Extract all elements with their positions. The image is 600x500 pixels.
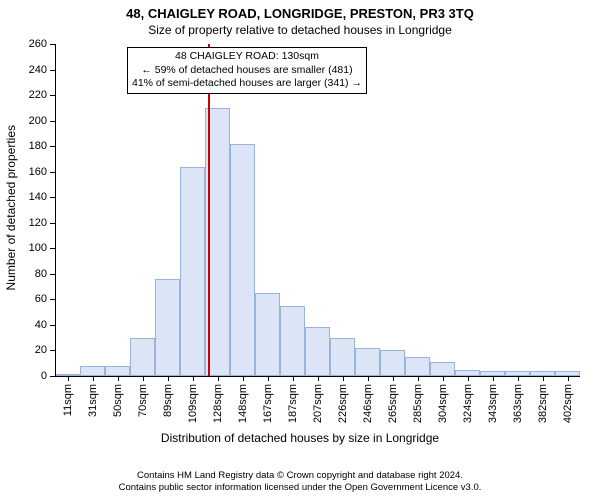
y-tick xyxy=(50,197,55,198)
x-tick xyxy=(143,376,144,381)
x-tick xyxy=(393,376,394,381)
x-tick xyxy=(93,376,94,381)
y-tick-label: 180 xyxy=(0,140,47,152)
x-tick-label: 109sqm xyxy=(187,384,199,423)
x-tick xyxy=(268,376,269,381)
y-tick xyxy=(50,325,55,326)
y-tick-label: 260 xyxy=(0,38,47,50)
x-axis-label: Distribution of detached houses by size … xyxy=(0,431,600,445)
x-tick-label: 31sqm xyxy=(87,384,99,417)
x-tick-label: 89sqm xyxy=(162,384,174,417)
x-tick-label: 128sqm xyxy=(212,384,224,423)
annotation-box: 48 CHAIGLEY ROAD: 130sqm← 59% of detache… xyxy=(127,47,367,94)
y-tick-label: 140 xyxy=(0,191,47,203)
y-tick xyxy=(50,376,55,377)
histogram-bar xyxy=(380,350,405,376)
y-tick xyxy=(50,299,55,300)
x-tick xyxy=(443,376,444,381)
y-tick xyxy=(50,146,55,147)
x-tick-label: 11sqm xyxy=(62,384,74,416)
y-tick-label: 120 xyxy=(0,217,47,229)
x-tick-label: 343sqm xyxy=(487,384,499,423)
x-tick xyxy=(343,376,344,381)
histogram-bar xyxy=(180,167,205,376)
y-tick-label: 220 xyxy=(0,89,47,101)
x-tick-label: 70sqm xyxy=(137,384,149,417)
x-tick xyxy=(418,376,419,381)
x-tick xyxy=(318,376,319,381)
x-tick xyxy=(468,376,469,381)
histogram-bar xyxy=(305,327,330,376)
footer-line-1: Contains HM Land Registry data © Crown c… xyxy=(8,470,592,482)
histogram-bar xyxy=(355,348,380,376)
footer-line-2: Contains public sector information licen… xyxy=(8,482,592,494)
x-tick xyxy=(518,376,519,381)
y-tick-label: 100 xyxy=(0,242,47,254)
chart-subtitle: Size of property relative to detached ho… xyxy=(0,21,600,41)
y-tick xyxy=(50,172,55,173)
histogram-bar xyxy=(80,366,105,376)
y-tick xyxy=(50,70,55,71)
y-tick xyxy=(50,95,55,96)
x-tick xyxy=(493,376,494,381)
x-tick-label: 207sqm xyxy=(312,384,324,423)
x-tick xyxy=(368,376,369,381)
histogram-bar xyxy=(230,144,255,376)
y-tick-label: 0 xyxy=(0,370,47,382)
x-tick xyxy=(568,376,569,381)
annotation-line-3: 41% of semi-detached houses are larger (… xyxy=(132,77,362,91)
y-tick xyxy=(50,350,55,351)
y-tick-label: 80 xyxy=(0,268,47,280)
histogram-bar xyxy=(105,366,130,376)
x-tick-label: 363sqm xyxy=(512,384,524,423)
y-tick xyxy=(50,274,55,275)
x-tick-label: 50sqm xyxy=(112,384,124,417)
x-tick-label: 265sqm xyxy=(387,384,399,423)
x-tick xyxy=(193,376,194,381)
x-tick-label: 304sqm xyxy=(437,384,449,423)
x-tick xyxy=(293,376,294,381)
y-tick xyxy=(50,223,55,224)
x-tick-label: 167sqm xyxy=(262,384,274,423)
x-tick-label: 402sqm xyxy=(562,384,574,423)
annotation-line-1: 48 CHAIGLEY ROAD: 130sqm xyxy=(132,50,362,64)
y-tick xyxy=(50,44,55,45)
x-tick xyxy=(68,376,69,381)
y-tick xyxy=(50,248,55,249)
histogram-bar xyxy=(405,357,430,376)
x-tick xyxy=(543,376,544,381)
x-tick xyxy=(218,376,219,381)
plot-area: 48 CHAIGLEY ROAD: 130sqm← 59% of detache… xyxy=(55,44,580,376)
chart-container: 48, CHAIGLEY ROAD, LONGRIDGE, PRESTON, P… xyxy=(0,0,600,500)
x-tick-label: 285sqm xyxy=(412,384,424,423)
chart-title: 48, CHAIGLEY ROAD, LONGRIDGE, PRESTON, P… xyxy=(0,0,600,21)
x-tick-label: 382sqm xyxy=(537,384,549,423)
histogram-bar xyxy=(330,338,355,376)
x-tick xyxy=(118,376,119,381)
footer-attribution: Contains HM Land Registry data © Crown c… xyxy=(0,466,600,500)
y-tick-label: 240 xyxy=(0,64,47,76)
x-tick-label: 187sqm xyxy=(287,384,299,423)
y-tick-label: 40 xyxy=(0,319,47,331)
y-tick-label: 60 xyxy=(0,293,47,305)
y-tick-label: 200 xyxy=(0,115,47,127)
x-tick-label: 324sqm xyxy=(462,384,474,423)
x-tick-label: 148sqm xyxy=(237,384,249,423)
y-axis-line xyxy=(55,44,56,376)
histogram-bar xyxy=(130,338,155,376)
histogram-bar xyxy=(155,279,180,376)
annotation-line-2: ← 59% of detached houses are smaller (48… xyxy=(132,64,362,78)
x-tick-label: 226sqm xyxy=(337,384,349,423)
y-tick-label: 20 xyxy=(0,344,47,356)
x-tick-label: 246sqm xyxy=(362,384,374,423)
histogram-bar xyxy=(255,293,280,376)
x-tick xyxy=(243,376,244,381)
y-tick xyxy=(50,121,55,122)
histogram-bar xyxy=(280,306,305,376)
x-tick xyxy=(168,376,169,381)
y-tick-label: 160 xyxy=(0,166,47,178)
histogram-bar xyxy=(430,362,455,376)
